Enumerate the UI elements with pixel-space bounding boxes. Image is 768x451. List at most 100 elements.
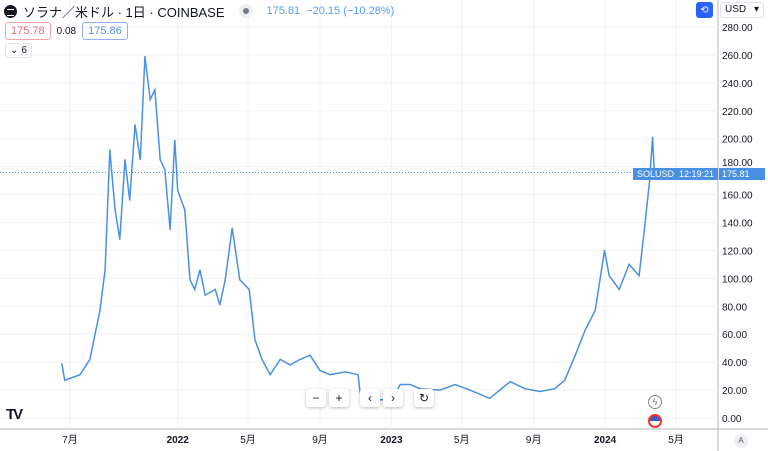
y-tick-label: 20.00 (722, 386, 747, 397)
sell-button[interactable]: 175.78 (5, 22, 51, 40)
data-point (509, 381, 511, 383)
data-point (199, 269, 201, 271)
data-point (204, 294, 206, 296)
data-point (129, 199, 131, 201)
x-tick-label: 7月 (62, 434, 78, 446)
buy-button[interactable]: 175.86 (82, 22, 128, 40)
data-point (64, 379, 66, 381)
reset-chart-button[interactable]: ↻ (414, 389, 434, 407)
data-point (239, 279, 241, 281)
data-point (279, 358, 281, 360)
indicators-toggle[interactable]: ⌄ 6 (5, 43, 32, 58)
data-point (104, 269, 106, 271)
y-tick-label: 80.00 (722, 302, 747, 313)
data-point (164, 168, 166, 171)
data-point (139, 159, 141, 161)
data-point (299, 358, 301, 360)
data-point (618, 288, 620, 291)
x-tick-label: 9月 (312, 434, 328, 446)
data-point (344, 371, 346, 373)
zoom-in-button[interactable]: + (329, 389, 349, 407)
data-point (524, 388, 526, 390)
bar-countdown: 12:19:21 (678, 169, 714, 179)
data-point (454, 383, 456, 386)
data-point (248, 288, 250, 291)
symbol-logo-icon (4, 4, 17, 18)
y-tick-label: 40.00 (722, 358, 747, 369)
symbol-title[interactable]: ソラナ／米ドル · 1日 · COINBASE (23, 4, 225, 20)
chart-header: ソラナ／米ドル · 1日 · COINBASE 175.81 −20.15 (−1… (4, 2, 394, 20)
y-tick-label: 100.00 (722, 274, 753, 285)
chart-navigation: − + ‹ › ↻ (306, 389, 434, 407)
market-status-icon[interactable] (238, 4, 253, 18)
data-point (309, 354, 311, 356)
data-point (329, 374, 331, 376)
y-tick-label: 140.00 (722, 219, 753, 230)
data-point (608, 274, 610, 277)
scroll-left-button[interactable]: ‹ (360, 389, 380, 407)
x-tick-label: 2024 (594, 435, 617, 446)
x-tick-label: 2022 (167, 435, 190, 446)
data-point (289, 364, 291, 366)
data-point (574, 354, 576, 356)
data-point (628, 263, 630, 265)
us-flag-icon[interactable] (648, 414, 662, 428)
data-point (224, 279, 226, 281)
indicator-count: 6 (21, 45, 27, 56)
data-point (144, 55, 146, 57)
data-point (89, 358, 91, 360)
scroll-right-button[interactable]: › (383, 389, 403, 407)
currency-select[interactable]: USD ▾ (720, 2, 764, 18)
lightning-icon[interactable]: ϟ (648, 395, 662, 409)
y-tick-label: 240.00 (722, 79, 753, 90)
data-point (594, 309, 596, 312)
data-point (149, 99, 151, 101)
data-point (554, 388, 556, 390)
x-tick-label: 5月 (454, 434, 470, 446)
chevron-down-icon: ▾ (753, 4, 759, 15)
x-tick-label: 2023 (380, 435, 403, 446)
data-point (651, 136, 654, 138)
data-point (124, 159, 126, 161)
last-price-label: 175.81 (719, 168, 765, 180)
sync-icon[interactable]: ⟲ (696, 2, 713, 18)
y-tick-label: 160.00 (722, 191, 753, 202)
data-point (469, 389, 471, 391)
data-point (643, 228, 645, 231)
data-point (174, 139, 176, 141)
data-point (319, 369, 321, 372)
data-point (231, 227, 233, 229)
chevron-down-icon: ⌄ (10, 45, 19, 56)
x-tick-label: 9月 (526, 434, 542, 446)
last-price-value: 175.81 (722, 169, 750, 179)
data-point (261, 358, 263, 360)
data-point (409, 383, 411, 386)
auto-scale-button[interactable]: A (734, 434, 748, 448)
data-point (399, 383, 401, 386)
data-point (184, 209, 186, 211)
zoom-out-button[interactable]: − (306, 389, 326, 407)
symbol-price-label: SOLUSD 12:19:21 (632, 168, 718, 180)
tradingview-logo[interactable]: TV (6, 406, 23, 423)
data-point (169, 228, 171, 231)
data-point (154, 89, 156, 91)
data-point (214, 288, 216, 291)
data-point (584, 329, 586, 331)
symbol-label: SOLUSD (636, 169, 674, 179)
data-point (114, 209, 116, 211)
data-point (357, 374, 359, 376)
data-point (603, 249, 606, 252)
currency-label: USD (725, 4, 747, 15)
y-tick-label: 200.00 (722, 135, 753, 146)
data-point (638, 274, 640, 277)
data-point (564, 379, 566, 381)
y-tick-label: 220.00 (722, 107, 753, 118)
data-point (134, 124, 136, 126)
data-point (61, 362, 63, 365)
data-point (119, 238, 121, 240)
data-point (219, 304, 221, 306)
last-price: 175.81 (266, 5, 301, 17)
data-point (189, 279, 191, 281)
data-point (79, 374, 81, 376)
